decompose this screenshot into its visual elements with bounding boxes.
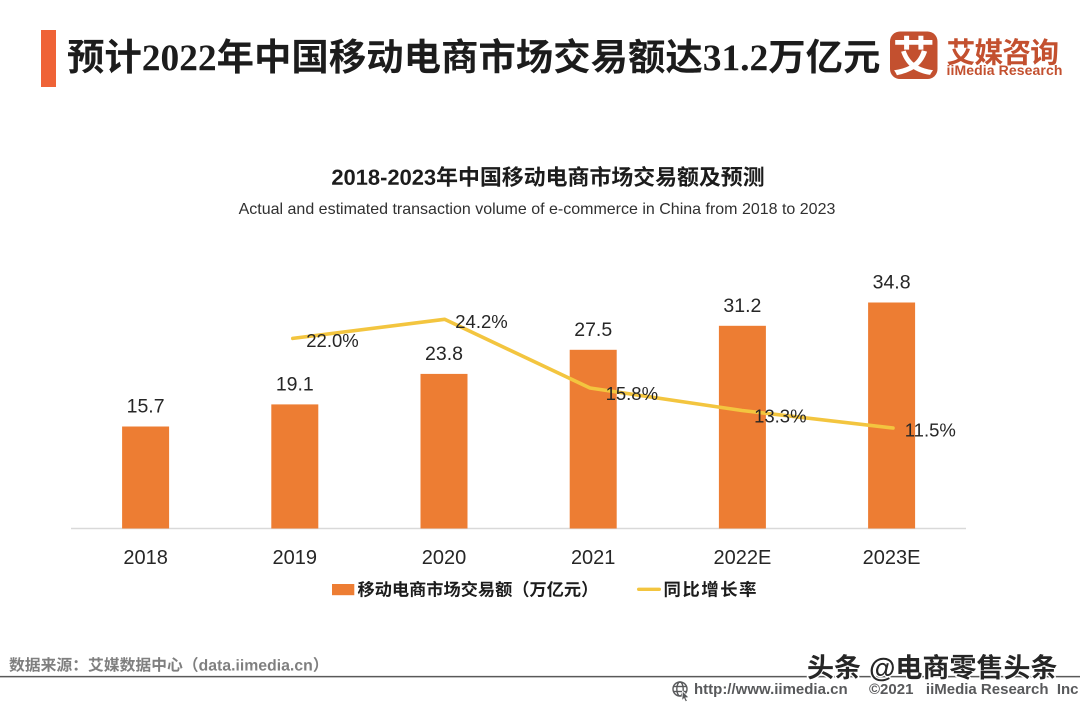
svg-text:2018: 2018: [123, 547, 168, 569]
svg-text:2022E: 2022E: [713, 547, 771, 569]
svg-text:2020: 2020: [422, 547, 467, 569]
svg-text:11.5%: 11.5%: [905, 420, 956, 441]
svg-text:2019: 2019: [273, 547, 318, 569]
svg-text:15.7: 15.7: [127, 396, 165, 418]
svg-text:©2021 iiMedia Research Inc: ©2021 iiMedia Research Inc: [869, 681, 1079, 698]
svg-text:31.2: 31.2: [723, 295, 761, 317]
svg-text:2023E: 2023E: [863, 547, 921, 569]
svg-text:19.1: 19.1: [276, 373, 314, 395]
svg-text:22.0%: 22.0%: [306, 330, 358, 351]
svg-text:34.8: 34.8: [873, 272, 911, 294]
svg-text:15.8%: 15.8%: [606, 383, 658, 404]
svg-text:27.5: 27.5: [574, 319, 612, 341]
svg-text:http://www.iimedia.cn: http://www.iimedia.cn: [694, 681, 848, 698]
svg-text:24.2%: 24.2%: [455, 311, 507, 332]
svg-text:2021: 2021: [571, 547, 616, 569]
svg-text:13.3%: 13.3%: [754, 406, 806, 427]
svg-text:23.8: 23.8: [425, 343, 463, 365]
